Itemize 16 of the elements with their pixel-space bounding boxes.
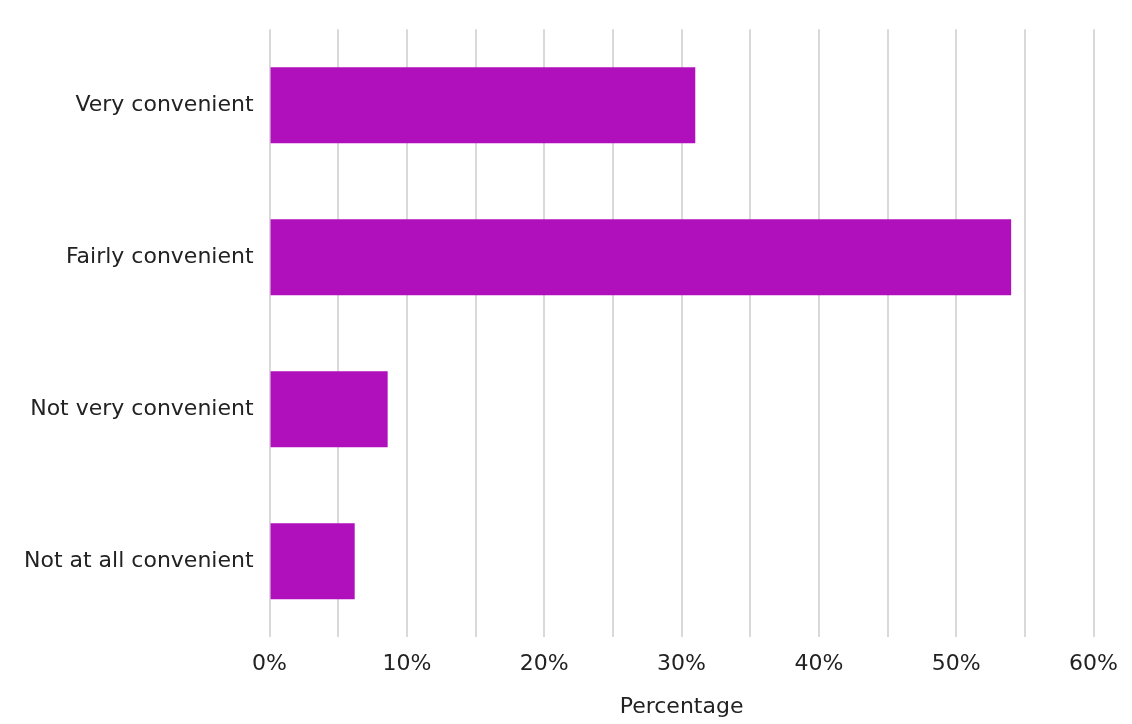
bar — [270, 219, 1012, 296]
y-tick-label: Not very convenient — [30, 394, 254, 420]
x-tick-label: 10% — [382, 650, 432, 676]
x-tick-label: 60% — [1069, 650, 1118, 676]
y-tick-label: Very convenient — [75, 90, 254, 116]
x-tick-label: 0% — [252, 650, 287, 676]
bar — [270, 371, 388, 448]
bar — [270, 523, 355, 600]
x-tick-label: 30% — [657, 650, 706, 676]
x-tick-label: 50% — [931, 650, 981, 676]
bar — [270, 67, 696, 144]
x-tick-label: 40% — [794, 650, 844, 676]
y-tick-label: Fairly convenient — [65, 242, 254, 268]
x-tick-label: 20% — [519, 650, 569, 676]
y-tick-label: Not at all convenient — [23, 546, 254, 572]
x-axis-title: Percentage — [619, 692, 744, 718]
